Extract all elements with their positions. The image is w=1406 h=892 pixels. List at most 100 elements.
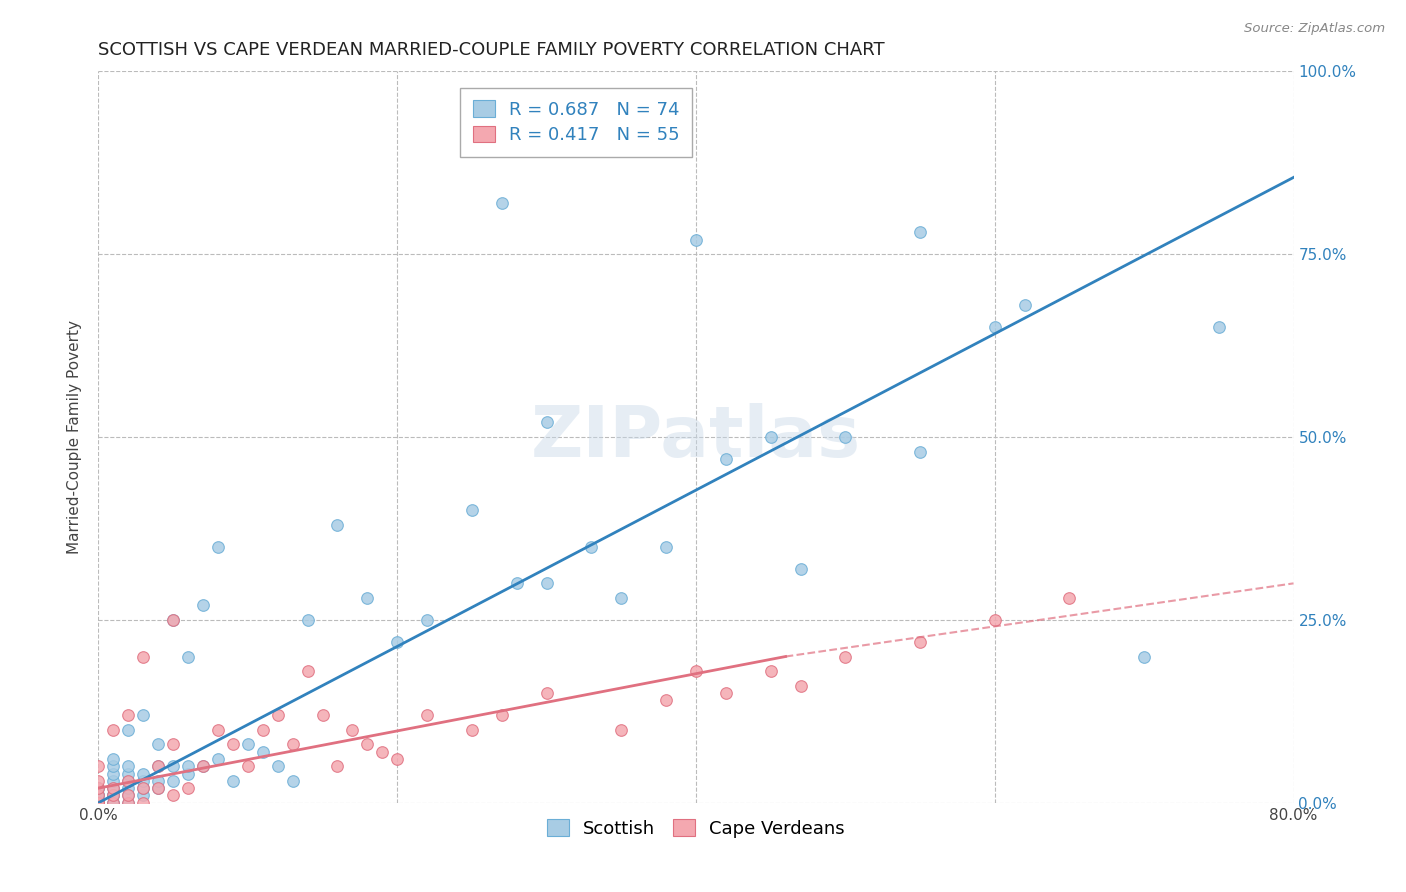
Point xyxy=(87,796,110,810)
Point xyxy=(222,773,245,788)
Point xyxy=(103,796,125,810)
Point xyxy=(342,723,364,737)
Point xyxy=(356,591,378,605)
Point xyxy=(416,613,439,627)
Point xyxy=(177,759,200,773)
Point xyxy=(655,693,678,707)
Point xyxy=(789,562,811,576)
Point xyxy=(281,737,304,751)
Point xyxy=(87,781,110,796)
Point xyxy=(356,737,378,751)
Point xyxy=(908,635,931,649)
Point xyxy=(87,781,110,796)
Point xyxy=(87,796,110,810)
Point xyxy=(326,517,349,532)
Point xyxy=(162,737,184,751)
Point xyxy=(191,599,214,613)
Y-axis label: Married-Couple Family Poverty: Married-Couple Family Poverty xyxy=(67,320,83,554)
Point xyxy=(103,781,125,796)
Point xyxy=(103,796,125,810)
Point xyxy=(162,789,184,803)
Point xyxy=(1133,649,1156,664)
Point xyxy=(461,723,484,737)
Point xyxy=(236,759,259,773)
Point xyxy=(177,766,200,780)
Point xyxy=(103,766,125,780)
Point xyxy=(1014,298,1036,312)
Point xyxy=(117,708,139,723)
Point xyxy=(87,781,110,796)
Point xyxy=(87,796,110,810)
Point xyxy=(236,737,259,751)
Point xyxy=(789,679,811,693)
Point xyxy=(177,781,200,796)
Point xyxy=(834,649,856,664)
Point xyxy=(371,745,394,759)
Point xyxy=(148,773,170,788)
Point xyxy=(103,781,125,796)
Point xyxy=(87,759,110,773)
Point xyxy=(281,773,304,788)
Point xyxy=(87,789,110,803)
Point xyxy=(207,540,229,554)
Point xyxy=(252,723,274,737)
Point xyxy=(685,233,707,247)
Point xyxy=(132,781,155,796)
Point xyxy=(117,781,139,796)
Point xyxy=(536,576,558,591)
Point xyxy=(148,781,170,796)
Point xyxy=(1208,320,1230,334)
Point xyxy=(177,649,200,664)
Point xyxy=(984,613,1007,627)
Point xyxy=(117,723,139,737)
Point xyxy=(326,759,349,773)
Text: SCOTTISH VS CAPE VERDEAN MARRIED-COUPLE FAMILY POVERTY CORRELATION CHART: SCOTTISH VS CAPE VERDEAN MARRIED-COUPLE … xyxy=(98,41,884,59)
Point xyxy=(87,796,110,810)
Point xyxy=(908,225,931,239)
Point xyxy=(491,196,513,211)
Point xyxy=(252,745,274,759)
Point xyxy=(461,503,484,517)
Point xyxy=(207,752,229,766)
Point xyxy=(103,789,125,803)
Point xyxy=(117,759,139,773)
Point xyxy=(191,759,214,773)
Point xyxy=(162,613,184,627)
Point xyxy=(610,723,633,737)
Point xyxy=(222,737,245,751)
Point xyxy=(267,759,290,773)
Point xyxy=(87,789,110,803)
Point xyxy=(714,452,737,467)
Point xyxy=(148,737,170,751)
Point xyxy=(759,430,782,444)
Point xyxy=(610,591,633,605)
Legend: Scottish, Cape Verdeans: Scottish, Cape Verdeans xyxy=(540,813,852,845)
Text: Source: ZipAtlas.com: Source: ZipAtlas.com xyxy=(1244,22,1385,36)
Point xyxy=(103,796,125,810)
Point xyxy=(714,686,737,700)
Point xyxy=(117,773,139,788)
Point xyxy=(536,686,558,700)
Point xyxy=(685,664,707,678)
Point xyxy=(117,796,139,810)
Point xyxy=(267,708,290,723)
Point xyxy=(117,789,139,803)
Point xyxy=(834,430,856,444)
Point xyxy=(207,723,229,737)
Point xyxy=(536,416,558,430)
Point xyxy=(132,708,155,723)
Point xyxy=(117,796,139,810)
Point xyxy=(103,773,125,788)
Point xyxy=(117,789,139,803)
Point xyxy=(87,796,110,810)
Point xyxy=(87,796,110,810)
Point xyxy=(87,796,110,810)
Point xyxy=(148,759,170,773)
Point xyxy=(132,649,155,664)
Point xyxy=(1059,591,1081,605)
Point xyxy=(162,773,184,788)
Point xyxy=(132,773,155,788)
Point xyxy=(311,708,333,723)
Point xyxy=(132,781,155,796)
Point xyxy=(385,752,409,766)
